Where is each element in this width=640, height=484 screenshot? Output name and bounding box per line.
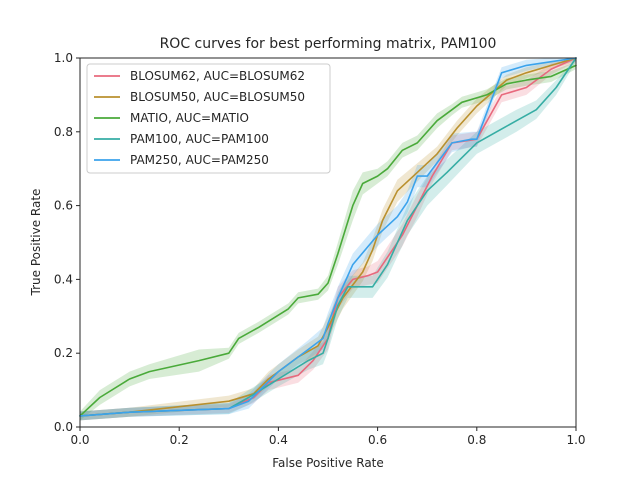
- x-tick-label: 0.0: [70, 433, 89, 447]
- x-axis-label: False Positive Rate: [272, 456, 384, 470]
- x-tick-label: 1.0: [566, 433, 585, 447]
- x-tick-label: 0.8: [467, 433, 486, 447]
- chart-title: ROC curves for best performing matrix, P…: [160, 36, 497, 52]
- series-line-matio: [79, 64, 577, 417]
- y-tick-label: 0.2: [54, 346, 73, 360]
- legend-label-pam250: PAM250, AUC=PAM250: [130, 153, 269, 167]
- y-tick-label: 0.4: [54, 272, 73, 286]
- confidence-band-pam250: [80, 58, 576, 421]
- y-tick-label: 0.0: [54, 420, 73, 434]
- x-tick-label: 0.4: [269, 433, 288, 447]
- confidence-band-matio: [80, 61, 576, 421]
- x-tick-label: 0.2: [170, 433, 189, 447]
- legend: BLOSUM62, AUC=BLOSUM62 BLOSUM50, AUC=BLOS…: [86, 63, 331, 174]
- y-axis-ticks: 0.0 0.2 0.4 0.6 0.8 1.0: [54, 51, 80, 434]
- confidence-band-blosum62: [80, 58, 576, 421]
- legend-entries: BLOSUM62, AUC=BLOSUM62 BLOSUM50, AUC=BLOS…: [94, 69, 305, 167]
- confidence-bands: [80, 58, 576, 421]
- plot-frame: [79, 57, 577, 428]
- y-tick-label: 1.0: [54, 51, 73, 65]
- y-tick-label: 0.8: [54, 125, 73, 139]
- series-lines: [79, 57, 577, 417]
- legend-label-blosum50: BLOSUM50, AUC=BLOSUM50: [130, 90, 305, 104]
- confidence-band-pam100: [80, 58, 576, 421]
- legend-label-matio: MATIO, AUC=MATIO: [130, 111, 249, 125]
- y-tick-label: 0.6: [54, 199, 73, 213]
- legend-label-pam100: PAM100, AUC=PAM100: [130, 132, 269, 146]
- legend-box: [86, 63, 331, 174]
- x-axis-ticks: 0.0 0.2 0.4 0.6 0.8 1.0: [70, 427, 586, 447]
- legend-label-blosum62: BLOSUM62, AUC=BLOSUM62: [130, 69, 305, 83]
- x-tick-label: 0.6: [368, 433, 387, 447]
- y-axis-label: True Positive Rate: [29, 189, 43, 297]
- series-line-pam250: [79, 57, 577, 417]
